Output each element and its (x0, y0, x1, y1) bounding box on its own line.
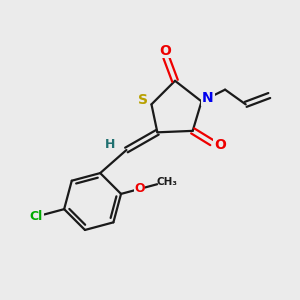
Text: N: N (202, 91, 214, 105)
Text: CH₃: CH₃ (157, 177, 178, 187)
Text: O: O (160, 44, 172, 58)
Text: S: S (138, 93, 148, 107)
Text: H: H (105, 138, 116, 151)
Text: Cl: Cl (30, 210, 43, 223)
Text: O: O (214, 138, 226, 152)
Text: O: O (134, 182, 145, 196)
